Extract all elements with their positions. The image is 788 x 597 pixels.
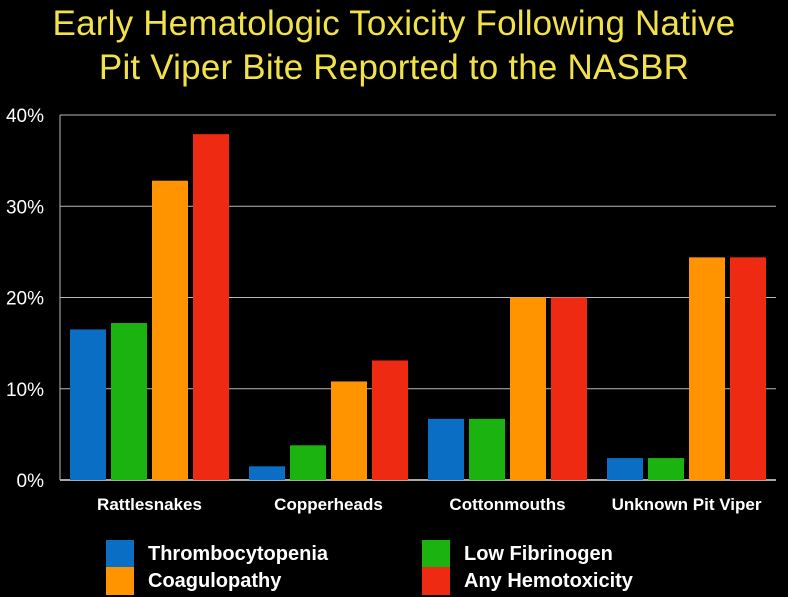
x-tick-label: Unknown Pit Viper (612, 495, 762, 514)
bar (648, 458, 684, 480)
bar (111, 323, 147, 480)
bar (689, 257, 725, 480)
y-tick-label: 30% (6, 197, 44, 218)
bar (428, 418, 464, 480)
x-tick-label: Rattlesnakes (97, 495, 202, 514)
bar (372, 360, 408, 480)
bar (469, 418, 505, 480)
bar (290, 445, 326, 480)
bar (607, 458, 643, 480)
x-tick-label: Copperheads (274, 495, 383, 514)
chart-title: Early Hematologic Toxicity Following Nat… (0, 0, 788, 90)
y-tick-label: 10% (6, 380, 44, 401)
bar (249, 466, 285, 480)
bar (551, 297, 587, 480)
chart-title-line-2: Pit Viper Bite Reported to the NASBR (98, 48, 690, 87)
bar (510, 297, 546, 480)
bar (730, 257, 766, 480)
y-tick-label: 20% (6, 289, 44, 310)
y-tick-label: 0% (17, 471, 45, 492)
bar (193, 134, 229, 480)
chart-title-line-1: Early Hematologic Toxicity Following Nat… (52, 4, 736, 43)
y-tick-label: 40% (6, 106, 44, 127)
bar (152, 180, 188, 480)
bar (70, 329, 106, 480)
bar (331, 381, 367, 480)
x-tick-label: Cottonmouths (449, 495, 565, 514)
